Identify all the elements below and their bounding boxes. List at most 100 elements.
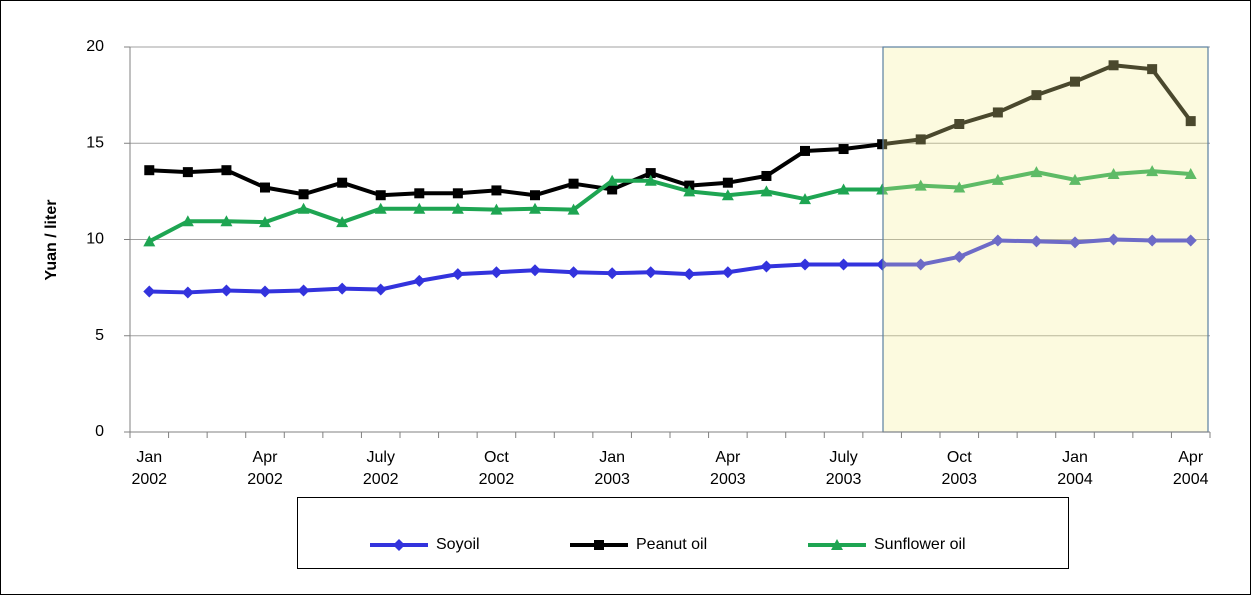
lines-layer	[143, 60, 1197, 299]
marker	[721, 266, 734, 279]
marker	[683, 185, 696, 197]
marker	[799, 193, 811, 205]
x-tick-label: July 2002	[363, 449, 399, 488]
x-tick-label: Apr 2002	[247, 449, 283, 488]
marker	[838, 144, 849, 155]
series-line	[149, 63, 1193, 198]
marker	[491, 185, 502, 196]
marker	[991, 234, 1004, 247]
marker	[1146, 234, 1159, 247]
marker	[393, 539, 405, 551]
marker	[914, 179, 927, 191]
marker	[414, 188, 425, 199]
marker	[490, 203, 503, 215]
x-tick-label: July 2003	[826, 449, 862, 488]
legend-box	[297, 497, 1069, 569]
marker	[760, 185, 773, 197]
marker	[1030, 235, 1043, 248]
marker	[915, 134, 926, 145]
marker	[594, 540, 604, 550]
marker	[567, 203, 580, 215]
marker	[1069, 236, 1081, 249]
marker	[181, 215, 194, 227]
marker	[837, 183, 850, 195]
marker	[606, 174, 619, 186]
marker	[953, 181, 966, 193]
marker	[914, 258, 927, 271]
x-tick-label: Jan 2002	[131, 449, 167, 488]
marker	[452, 188, 463, 199]
marker	[297, 284, 310, 297]
y-axis-label: Yuan / liter	[43, 200, 60, 281]
marker	[722, 177, 733, 188]
marker	[336, 282, 349, 295]
marker	[1030, 166, 1043, 178]
marker	[991, 173, 1004, 185]
marker	[644, 174, 657, 186]
marker	[607, 184, 618, 195]
marker	[451, 202, 464, 214]
marker	[992, 107, 1003, 118]
marker	[529, 202, 541, 214]
marker	[374, 283, 387, 296]
marker	[953, 250, 966, 263]
marker	[837, 258, 850, 271]
marker	[530, 190, 540, 201]
marker	[220, 284, 233, 297]
marker	[1184, 168, 1197, 180]
marker	[337, 177, 348, 188]
axes-layer: 0 5 10 15 20 Jan 2002 Apr 2002 July 2002 Oct 2002 Jan…	[86, 38, 1211, 488]
marker	[876, 258, 889, 271]
highlight-region	[882, 46, 1209, 433]
marker	[220, 215, 233, 227]
marker	[451, 268, 464, 281]
legend-label: Sunflower oil	[874, 536, 966, 553]
marker	[1184, 234, 1197, 247]
marker	[413, 202, 426, 214]
marker	[259, 285, 271, 298]
y-tick-label: 20	[86, 38, 104, 55]
marker	[761, 170, 772, 181]
marker	[683, 268, 696, 281]
marker	[181, 286, 194, 299]
marker	[721, 189, 734, 201]
marker	[529, 264, 541, 277]
marker	[606, 267, 619, 280]
marker	[182, 167, 193, 178]
x-tick-label: Jan 2003	[594, 449, 630, 488]
marker	[799, 258, 811, 271]
marker	[221, 165, 232, 176]
series-line	[148, 169, 1191, 244]
marker	[1185, 116, 1196, 127]
marker	[760, 260, 773, 273]
legend-label: Peanut oil	[636, 536, 707, 553]
marker	[1108, 60, 1119, 71]
legend: Soyoil Peanut oil Sunflower oil	[370, 536, 966, 553]
marker	[259, 216, 271, 228]
marker	[297, 202, 310, 214]
marker	[645, 168, 656, 179]
marker	[143, 285, 156, 298]
x-tick-label: Jan 2004	[1057, 449, 1093, 488]
marker	[375, 190, 386, 201]
marker	[1069, 173, 1081, 185]
marker	[567, 266, 580, 279]
marker	[413, 274, 426, 287]
marker	[298, 189, 309, 200]
x-tick-label: Apr 2003	[710, 449, 746, 488]
marker	[1070, 76, 1080, 87]
marker	[800, 145, 810, 156]
marker	[1146, 165, 1159, 177]
marker	[1031, 90, 1042, 101]
legend-label: Soyoil	[436, 536, 480, 553]
marker	[374, 202, 387, 214]
marker	[144, 165, 155, 176]
marker	[490, 266, 503, 279]
marker	[568, 178, 579, 189]
x-tick-label: Oct 2003	[941, 449, 977, 488]
y-tick-label: 10	[86, 231, 104, 248]
y-tick-label: 0	[95, 423, 104, 440]
